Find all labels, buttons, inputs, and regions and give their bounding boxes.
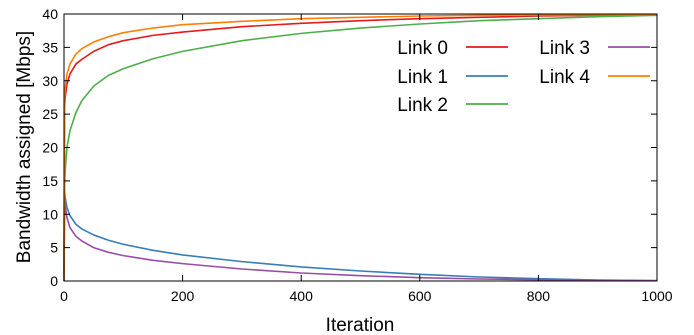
x-tick-label: 400 <box>290 288 314 304</box>
series-line-link-4 <box>63 13 658 282</box>
y-tick-label: 0 <box>50 273 58 289</box>
series-line-link-2 <box>63 14 658 282</box>
legend-label-link-1: Link 1 <box>397 67 448 88</box>
ticks-layer: 0 200 400 600 800 1000 0 5 10 15 20 25 30 35 40 <box>42 6 672 304</box>
x-tick-label: 800 <box>527 288 551 304</box>
y-axis-label: Bandwidth assigned [Mbps] <box>14 31 35 263</box>
legend-label-link-0: Link 0 <box>397 38 448 59</box>
x-tick-label: 0 <box>60 288 68 304</box>
x-tick-label: 1000 <box>641 288 672 304</box>
series-line-link-3 <box>63 196 658 282</box>
x-axis-label: Iteration <box>326 315 395 335</box>
legend: Link 0 Link 1 Link 2 Link 3 Link 4 <box>397 38 650 116</box>
y-tick-label: 20 <box>42 140 58 156</box>
legend-label-link-3: Link 3 <box>539 38 590 59</box>
y-tick-label: 5 <box>50 240 58 256</box>
y-tick-label: 40 <box>42 6 58 22</box>
legend-label-link-4: Link 4 <box>539 67 590 88</box>
legend-label-link-2: Link 2 <box>397 95 448 116</box>
y-tick-label: 30 <box>42 73 58 89</box>
y-tick-label: 10 <box>42 206 58 222</box>
y-tick-label: 25 <box>42 106 58 122</box>
x-tick-label: 600 <box>408 288 432 304</box>
series-line-link-1 <box>63 190 658 282</box>
x-tick-label: 200 <box>171 288 195 304</box>
y-tick-label: 15 <box>42 173 58 189</box>
series-layer <box>63 13 658 282</box>
y-tick-label: 35 <box>42 39 58 55</box>
series-line-link-0 <box>63 13 658 282</box>
